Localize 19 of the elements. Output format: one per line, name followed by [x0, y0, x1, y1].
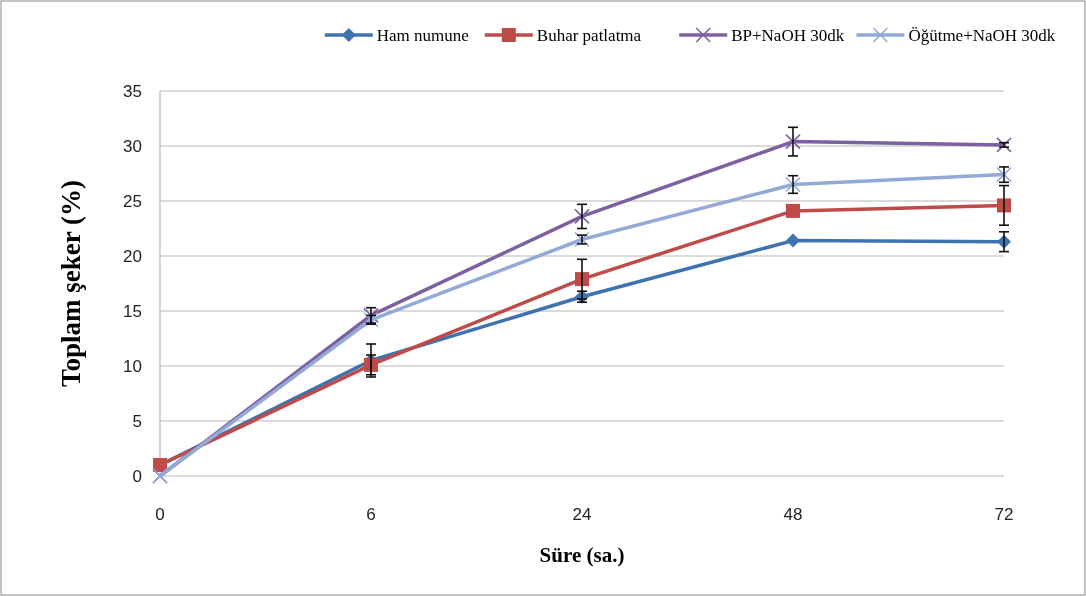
y-tick-label: 20 — [123, 246, 142, 266]
x-axis-title: Süre (sa.) — [539, 543, 625, 567]
legend-label: Ham numune — [376, 25, 469, 45]
y-tick-label: 5 — [132, 411, 142, 431]
y-tick-label: 25 — [123, 191, 142, 211]
legend-label: BP+NaOH 30dk — [731, 25, 845, 45]
y-tick-label: 10 — [123, 356, 142, 376]
y-tick-label: 30 — [123, 136, 142, 156]
x-tick-label: 24 — [572, 505, 592, 524]
legend-label: Öğütme+NaOH 30dk — [908, 25, 1056, 45]
legend-label: Buhar patlatma — [536, 25, 642, 45]
x-tick-label: 6 — [366, 505, 376, 524]
y-tick-label: 0 — [132, 466, 142, 486]
y-axis-title: Toplam şeker (%) — [56, 179, 86, 388]
x-tick-label: 0 — [155, 505, 165, 524]
y-tick-label: 15 — [123, 301, 142, 321]
y-tick-label: 35 — [123, 81, 142, 101]
x-tick-label: 48 — [783, 505, 803, 524]
x-tick-label: 72 — [994, 505, 1014, 524]
